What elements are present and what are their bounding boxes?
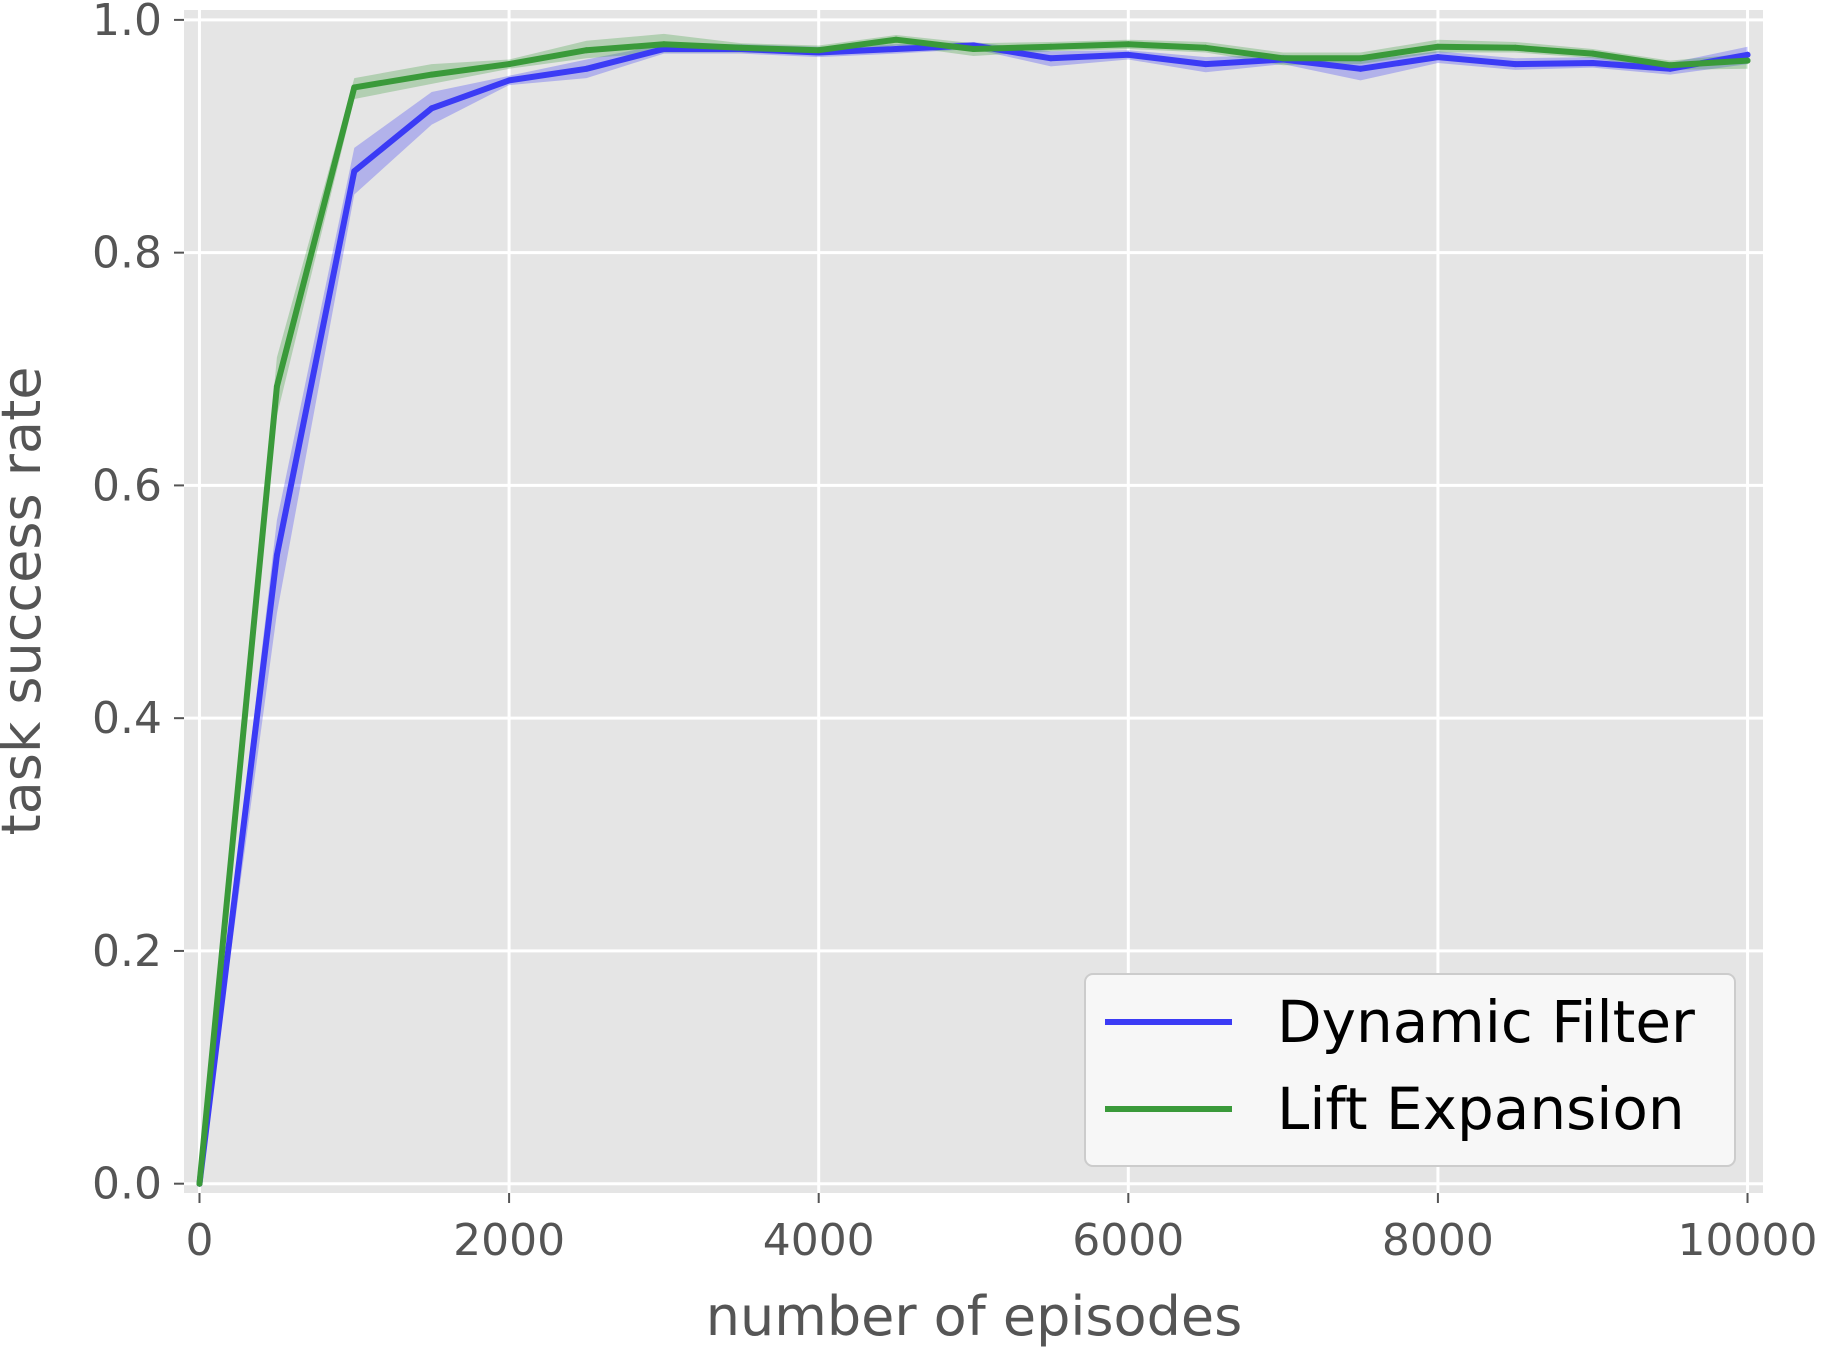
data-point-lift-expansion — [970, 46, 977, 52]
x-axis-title: number of episodes — [706, 1285, 1242, 1348]
data-point-dynamic-filter — [1202, 61, 1209, 68]
x-tick-label: 0 — [185, 1215, 213, 1266]
legend-label-dynamic-filter: Dynamic Filter — [1277, 988, 1695, 1056]
data-point-lift-expansion — [738, 44, 745, 51]
series-lines — [196, 36, 1751, 1187]
data-point-dynamic-filter — [583, 65, 590, 72]
band-dynamic-filter — [199, 42, 1748, 1184]
x-tick-label: 2000 — [453, 1215, 565, 1266]
data-point-lift-expansion — [1667, 62, 1674, 69]
x-tick-label: 10000 — [1678, 1215, 1818, 1266]
data-point-dynamic-filter — [1434, 54, 1441, 61]
legend: Dynamic Filter Lift Expansion — [1084, 973, 1736, 1167]
y-tick-label: 0.8 — [92, 228, 162, 279]
data-point-dynamic-filter — [660, 46, 667, 52]
data-point-dynamic-filter — [1357, 65, 1364, 72]
data-point-lift-expansion — [1125, 41, 1132, 48]
data-point-dynamic-filter — [1589, 60, 1596, 66]
x-tick-label: 6000 — [1072, 1215, 1184, 1266]
y-tick-label: 0.0 — [92, 1159, 162, 1210]
data-point-lift-expansion — [660, 41, 667, 48]
data-point-dynamic-filter — [351, 168, 358, 175]
data-point-dynamic-filter — [506, 77, 513, 84]
data-point-dynamic-filter — [1125, 51, 1132, 58]
data-point-dynamic-filter — [1512, 61, 1519, 68]
confidence-bands — [199, 33, 1748, 1184]
data-point-lift-expansion — [583, 47, 590, 54]
data-point-dynamic-filter — [1047, 55, 1054, 62]
y-axis-title: task success rate — [0, 367, 53, 836]
data-point-dynamic-filter — [273, 552, 280, 559]
data-point-dynamic-filter — [428, 105, 435, 112]
y-tick-label: 1.0 — [92, 0, 162, 46]
data-point-dynamic-filter — [1744, 51, 1751, 58]
data-point-lift-expansion — [428, 71, 435, 78]
y-tick-label: 0.4 — [92, 693, 162, 744]
data-point-lift-expansion — [815, 47, 822, 54]
data-point-lift-expansion — [893, 36, 900, 43]
data-point-lift-expansion — [351, 84, 358, 91]
y-tick-label: 0.6 — [92, 460, 162, 511]
x-tick-label: 8000 — [1382, 1215, 1494, 1266]
data-point-lift-expansion — [196, 1180, 203, 1187]
data-point-lift-expansion — [1512, 44, 1519, 51]
legend-box — [1084, 973, 1736, 1167]
legend-label-lift-expansion: Lift Expansion — [1277, 1075, 1685, 1143]
axis-ticks: 0 2000 4000 6000 8000 10000 0.0 0.2 0.4 0.6 0.8 1.0 — [92, 0, 1817, 1266]
data-point-lift-expansion — [1744, 57, 1751, 64]
data-point-lift-expansion — [1280, 55, 1287, 62]
data-point-lift-expansion — [506, 61, 513, 68]
grid — [184, 10, 1763, 1193]
data-point-lift-expansion — [1047, 43, 1054, 50]
y-tick-label: 0.2 — [92, 926, 162, 977]
data-point-dynamic-filter — [893, 46, 900, 52]
data-point-lift-expansion — [1357, 55, 1364, 62]
x-tick-label: 4000 — [763, 1215, 875, 1266]
data-point-lift-expansion — [1589, 50, 1596, 57]
data-point-lift-expansion — [1202, 44, 1209, 51]
data-point-lift-expansion — [273, 383, 280, 390]
data-point-lift-expansion — [1434, 43, 1441, 50]
